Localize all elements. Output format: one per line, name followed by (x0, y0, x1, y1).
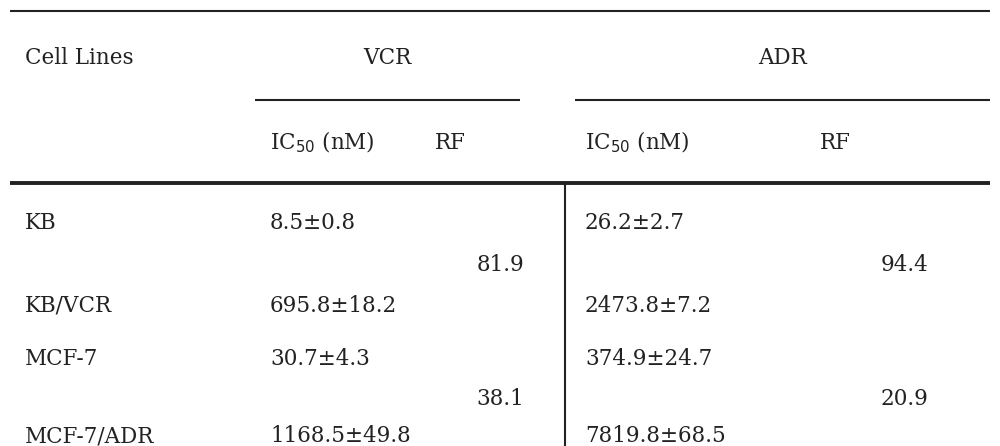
Text: 7819.8±68.5: 7819.8±68.5 (585, 425, 726, 446)
Text: Cell Lines: Cell Lines (25, 47, 134, 69)
Text: 30.7±4.3: 30.7±4.3 (270, 348, 370, 370)
Text: 81.9: 81.9 (476, 254, 524, 277)
Text: MCF-7/ADR: MCF-7/ADR (25, 425, 154, 446)
Text: IC$_{50}$ (nM): IC$_{50}$ (nM) (270, 130, 375, 155)
Text: 26.2±2.7: 26.2±2.7 (585, 212, 685, 234)
Text: 38.1: 38.1 (476, 388, 524, 410)
Text: 374.9±24.7: 374.9±24.7 (585, 348, 712, 370)
Text: 695.8±18.2: 695.8±18.2 (270, 294, 397, 317)
Text: VCR: VCR (363, 47, 412, 69)
Text: IC$_{50}$ (nM): IC$_{50}$ (nM) (585, 130, 690, 155)
Text: 2473.8±7.2: 2473.8±7.2 (585, 294, 712, 317)
Text: RF: RF (820, 132, 851, 154)
Text: KB: KB (25, 212, 57, 234)
Text: RF: RF (435, 132, 466, 154)
Text: MCF-7: MCF-7 (25, 348, 98, 370)
Text: ADR: ADR (758, 47, 807, 69)
Text: 1168.5±49.8: 1168.5±49.8 (270, 425, 411, 446)
Text: 8.5±0.8: 8.5±0.8 (270, 212, 356, 234)
Text: 20.9: 20.9 (881, 388, 929, 410)
Text: KB/VCR: KB/VCR (25, 294, 112, 317)
Text: 94.4: 94.4 (881, 254, 929, 277)
